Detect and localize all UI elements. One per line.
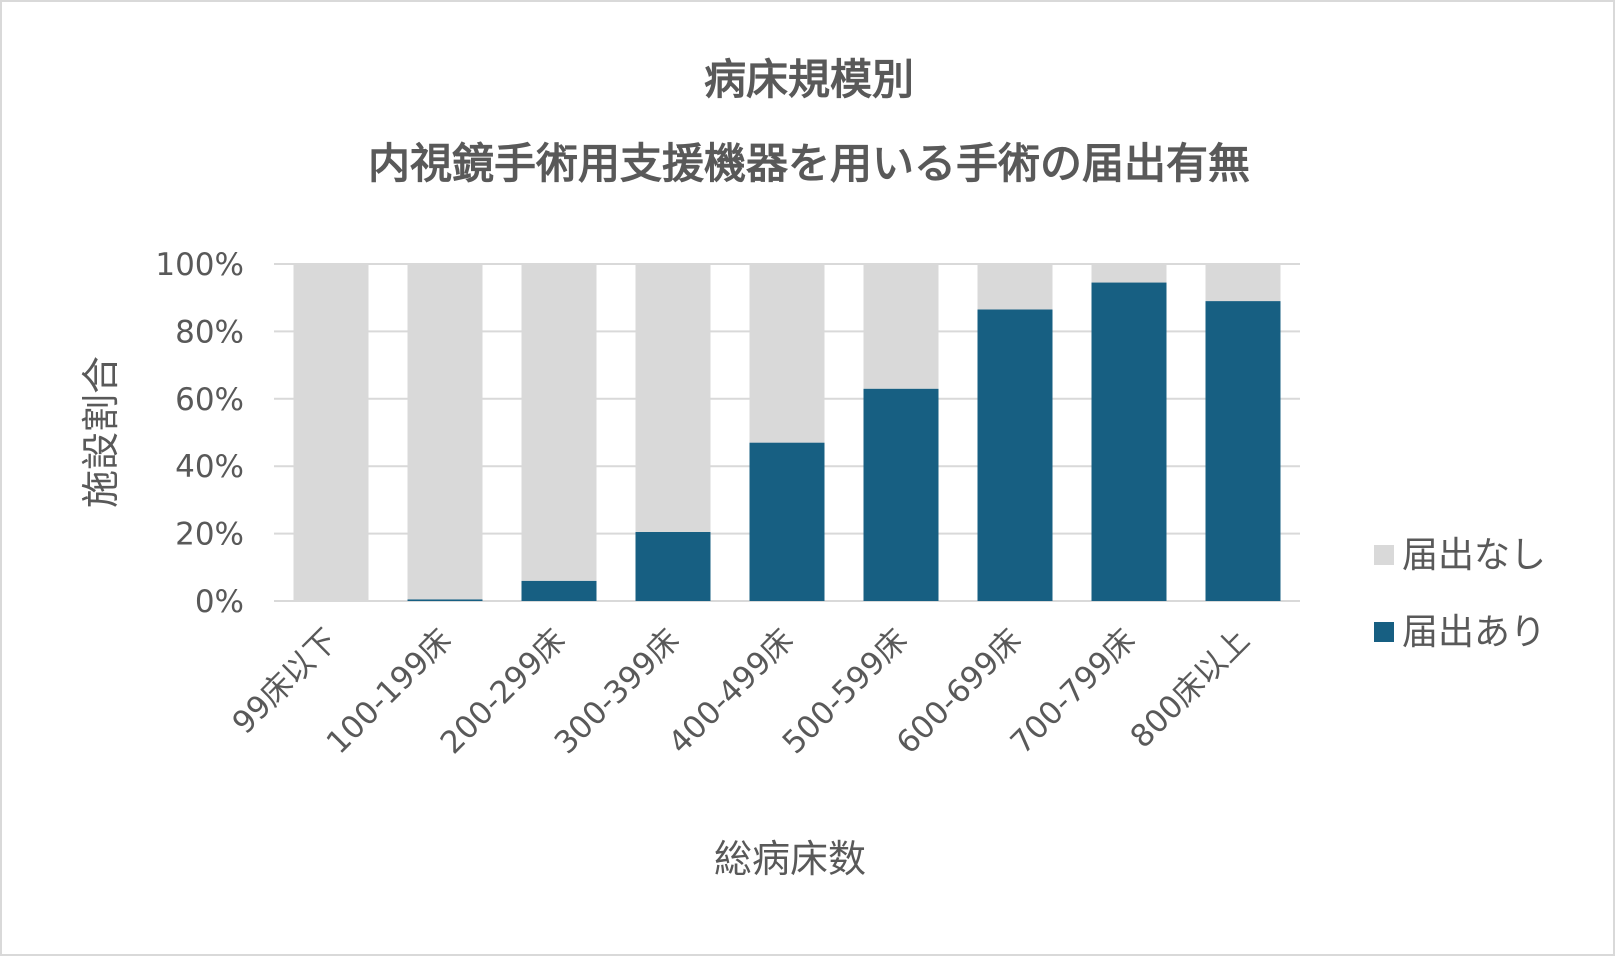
bar-notified	[749, 442, 825, 601]
y-tick-label: 20%	[175, 517, 244, 553]
bar-not-notified	[977, 264, 1053, 310]
bar-not-notified	[749, 264, 825, 443]
bar-notified	[521, 580, 597, 601]
bar-notified	[1205, 301, 1281, 601]
bar-not-notified	[1091, 264, 1167, 283]
chart-title-line-1: 病床規模別	[704, 55, 914, 104]
x-tick-label: 99床以下	[226, 622, 345, 741]
y-axis-title: 施設割合	[79, 356, 123, 508]
x-axis-title: 総病床数	[714, 837, 866, 881]
bar-notified	[977, 309, 1053, 601]
legend-swatch	[1374, 545, 1394, 565]
x-tick-label: 800床以上	[1124, 622, 1257, 755]
bar-notified	[635, 531, 711, 601]
x-tick-labels: 99床以下100-199床200-299床300-399床400-499床500…	[226, 622, 1257, 761]
bar-not-notified	[407, 264, 483, 600]
bar-not-notified	[863, 264, 939, 389]
bar-notified	[863, 388, 939, 601]
bars	[293, 264, 1281, 601]
bar-not-notified	[1205, 264, 1281, 302]
bar-not-notified	[293, 264, 369, 601]
chart-title-line-2: 内視鏡手術用支援機器を用いる手術の届出有無	[368, 139, 1250, 188]
y-tick-labels: 0% 20% 40% 60% 80% 100%	[155, 247, 244, 620]
bar-not-notified	[635, 264, 711, 532]
legend-label: 届出なし	[1402, 535, 1546, 576]
y-tick-label: 100%	[155, 247, 244, 283]
legend-label: 届出あり	[1402, 612, 1546, 653]
x-tick-label: 700-799床	[1004, 622, 1143, 761]
y-tick-label: 0%	[195, 584, 244, 620]
bar-not-notified	[521, 264, 597, 581]
bar-notified	[407, 599, 483, 601]
bar-notified	[1091, 282, 1167, 601]
y-tick-label: 80%	[175, 314, 244, 350]
y-tick-label: 60%	[175, 382, 244, 418]
legend-swatch	[1374, 622, 1394, 642]
y-tick-label: 40%	[175, 449, 244, 485]
